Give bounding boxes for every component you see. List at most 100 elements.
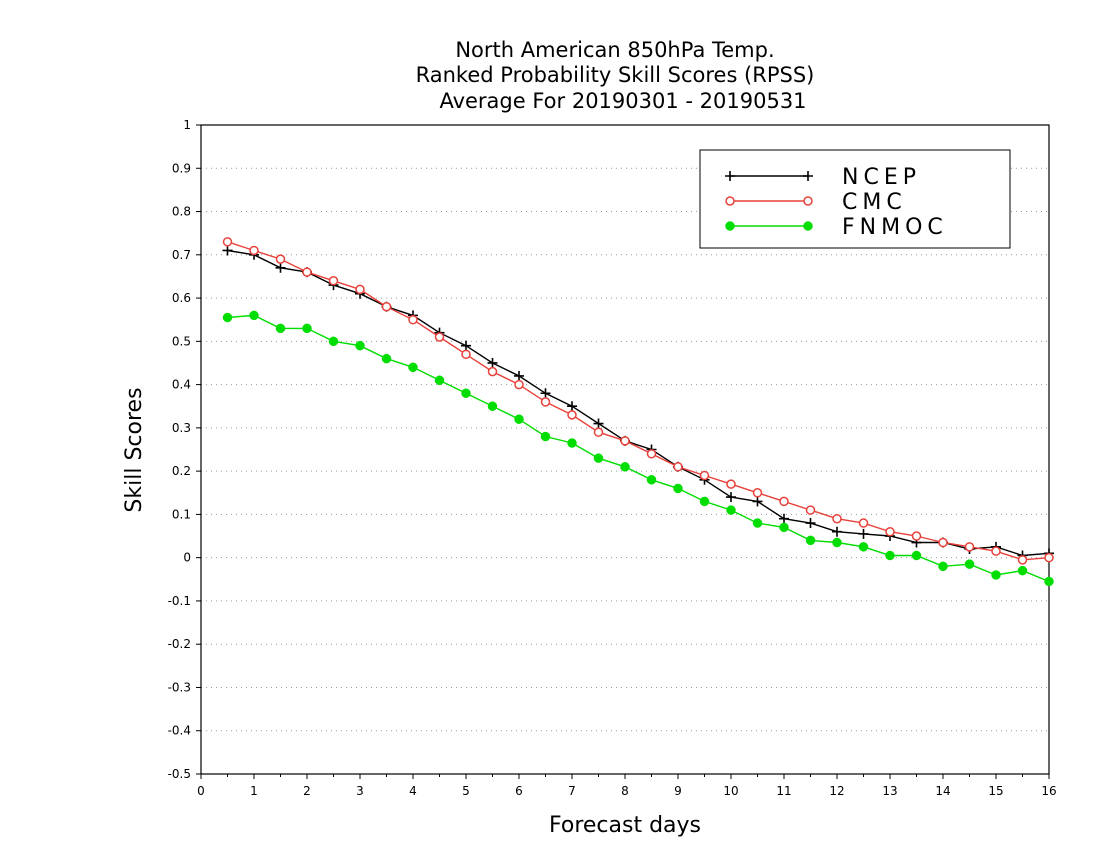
chart-title-line-2: Ranked Probability Skill Scores (RPSS) [416, 63, 815, 87]
data-point-cmc [302, 267, 312, 277]
data-point-cmc [1017, 555, 1028, 565]
data-point-fnmoc [938, 561, 948, 572]
data-point-fnmoc [249, 310, 259, 321]
x-tick-label: 3 [356, 784, 364, 798]
data-point-fnmoc [673, 483, 683, 494]
y-tick-label: 0.1 [172, 507, 191, 521]
data-point-cmc [885, 526, 895, 537]
data-point-fnmoc [540, 431, 551, 442]
data-point-ncep [779, 513, 789, 524]
data-point-fnmoc [222, 312, 233, 323]
data-point-fnmoc [726, 505, 736, 515]
x-tick-label: 15 [988, 784, 1003, 798]
data-point-cmc [779, 496, 789, 507]
data-point-ncep [540, 388, 551, 399]
data-point-fnmoc [487, 401, 498, 411]
y-tick-label: -0.1 [168, 594, 191, 608]
x-axis-ticks: 0 1 2 3 4 5 6 7 8 9 10 11 12 13 14 15 16 [197, 774, 1057, 798]
chart-title-line-3: Average For 20190301 - 20190531 [439, 89, 806, 113]
x-tick-label: 16 [1041, 784, 1056, 798]
gridlines [201, 167, 1049, 732]
data-point-cmc [858, 518, 869, 528]
data-point-cmc [461, 349, 471, 360]
y-tick-label: 0.7 [172, 248, 191, 262]
plot-frame [200, 124, 1050, 775]
legend-label-ncep: NCEP [842, 165, 921, 190]
data-point-cmc [275, 254, 286, 264]
x-tick-label: 9 [674, 784, 682, 798]
data-point-cmc [911, 531, 922, 541]
x-tick-label: 2 [303, 784, 311, 798]
data-point-fnmoc [355, 340, 365, 351]
data-point-fnmoc [461, 388, 471, 399]
data-point-cmc [1044, 552, 1054, 563]
data-point-cmc [805, 505, 816, 515]
y-tick-label: 0.9 [172, 161, 191, 175]
legend-label-cmc: CMC [842, 190, 907, 215]
data-point-fnmoc [885, 550, 895, 561]
y-axis-ticks: 1 0.9 0.8 0.7 0.6 0.5 0.4 0.3 0.2 0.1 0 -0.1 -0.2 -0.… [168, 118, 201, 781]
data-point-ncep [487, 357, 498, 368]
data-point-fnmoc [752, 518, 763, 528]
x-tick-label: 6 [515, 784, 523, 798]
data-point-fnmoc [1044, 576, 1054, 587]
data-point-cmc [514, 379, 524, 390]
data-point-fnmoc [964, 559, 975, 569]
data-point-fnmoc [805, 535, 816, 546]
data-point-ncep [461, 340, 471, 351]
y-tick-label: -0.3 [168, 680, 191, 694]
x-tick-label: 7 [568, 784, 576, 798]
y-tick-label: -0.5 [168, 767, 191, 781]
data-point-cmc [593, 427, 604, 437]
data-point-fnmoc [275, 323, 286, 334]
data-point-cmc [328, 276, 339, 286]
data-point-fnmoc [302, 323, 312, 334]
legend-marker-fnmoc [803, 221, 813, 231]
data-point-cmc [699, 470, 710, 481]
data-point-fnmoc [434, 375, 445, 386]
legend-marker-ncep [803, 171, 813, 181]
legend-item-cmc: CMC [725, 190, 907, 215]
series-ncep [222, 245, 1054, 561]
data-point-fnmoc [1017, 565, 1028, 576]
series-fnmoc [222, 310, 1054, 587]
data-point-cmc [752, 488, 763, 498]
data-point-fnmoc [408, 362, 418, 373]
data-point-fnmoc [646, 475, 657, 485]
data-point-cmc [487, 366, 498, 377]
y-tick-label: 0.6 [172, 291, 191, 305]
y-tick-label: -0.4 [168, 724, 191, 738]
data-point-cmc [381, 301, 392, 312]
data-point-ncep [752, 496, 763, 507]
data-point-cmc [646, 449, 657, 459]
y-tick-label: 0.2 [172, 464, 191, 478]
chart-title-line-1: North American 850hPa Temp. [455, 38, 774, 62]
chart-title: North American 850hPa Temp. Ranked Proba… [416, 38, 815, 113]
data-point-fnmoc [567, 438, 577, 448]
data-point-ncep [567, 401, 577, 412]
data-point-cmc [991, 546, 1001, 556]
x-tick-label: 10 [723, 784, 738, 798]
series-line-fnmoc [227, 314, 1050, 583]
data-point-cmc [567, 410, 577, 420]
legend-label-fnmoc: FNMOC [842, 215, 948, 240]
data-point-cmc [434, 332, 445, 342]
series-layer [222, 237, 1054, 587]
data-point-cmc [620, 436, 630, 446]
data-point-fnmoc [991, 570, 1001, 580]
data-point-cmc [249, 245, 259, 256]
x-axis-label: Forecast days [549, 813, 701, 838]
y-tick-label: 0.8 [172, 205, 191, 219]
data-point-cmc [726, 479, 736, 489]
legend-item-fnmoc: FNMOC [725, 215, 948, 240]
data-point-fnmoc [514, 414, 524, 424]
series-cmc [222, 237, 1054, 565]
y-tick-label: 0.4 [172, 378, 191, 392]
data-point-ncep [275, 262, 286, 273]
legend-marker-cmc [725, 196, 735, 206]
data-point-cmc [222, 237, 233, 247]
y-axis-label: Skill Scores [122, 387, 147, 512]
